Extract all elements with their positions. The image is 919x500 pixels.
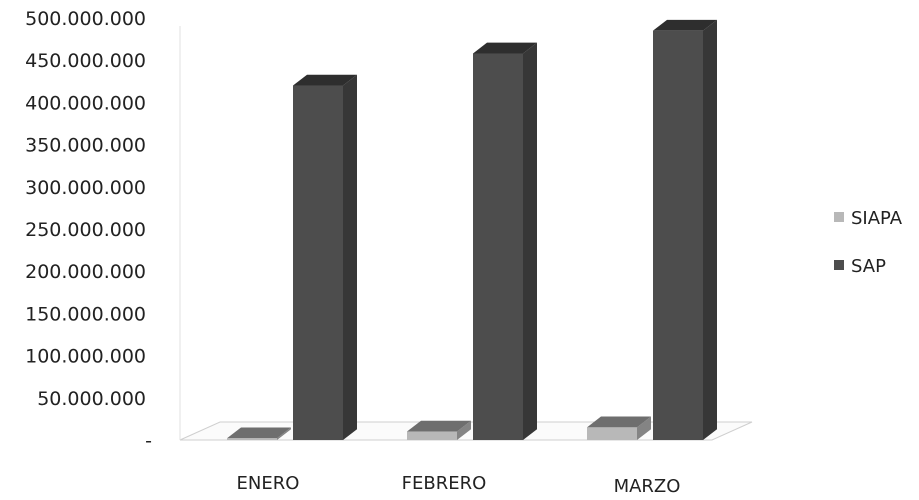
y-tick-label: 200.000.000: [25, 261, 146, 283]
x-tick-label: MARZO: [614, 476, 681, 497]
y-tick-label: 50.000.000: [37, 388, 146, 410]
legend-item: SAP: [834, 256, 886, 277]
y-tick-label: 300.000.000: [25, 177, 146, 199]
y-tick-label: 150.000.000: [25, 303, 146, 325]
legend-item: SIAPA: [834, 208, 903, 229]
x-tick-label: FEBRERO: [402, 473, 487, 494]
legend-label: SAP: [851, 256, 886, 277]
bar-sap-enero: [293, 74, 357, 441]
legend-swatch: [834, 212, 844, 222]
bar-siapa-enero: [227, 427, 291, 440]
bar-siapa-marzo: [587, 416, 651, 440]
y-tick-label: -: [145, 430, 152, 452]
y-tick-label: 500.000.000: [25, 8, 146, 30]
y-axis: - 50.000.000 100.000.000 150.000.000 200.000…: [25, 8, 152, 452]
y-tick-label: 450.000.000: [25, 50, 146, 72]
y-tick-label: 100.000.000: [25, 346, 146, 368]
bar-siapa-febrero: [407, 420, 471, 440]
x-tick-label: ENERO: [237, 473, 300, 494]
legend: SIAPA SAP: [834, 208, 903, 277]
legend-swatch: [834, 260, 844, 270]
bar-sap-marzo: [653, 19, 717, 441]
x-axis: ENERO FEBRERO MARZO: [237, 473, 681, 497]
legend-label: SIAPA: [851, 208, 903, 229]
y-tick-label: 250.000.000: [25, 219, 146, 241]
y-tick-label: 400.000.000: [25, 92, 146, 114]
y-tick-label: 350.000.000: [25, 135, 146, 157]
bar-sap-febrero: [473, 42, 537, 440]
bars-group: [227, 19, 717, 441]
